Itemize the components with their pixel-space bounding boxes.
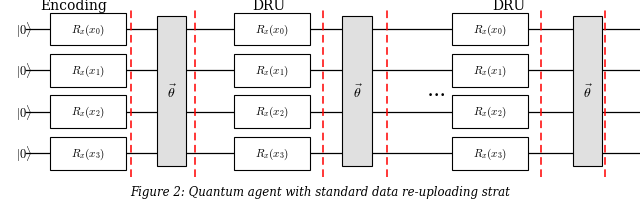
Text: $|0\rangle$: $|0\rangle$ [16,20,33,40]
Text: $\vec{\theta}$: $\vec{\theta}$ [353,83,362,100]
Text: $|0\rangle$: $|0\rangle$ [16,61,33,81]
Text: $R_x(x_{2})$: $R_x(x_{2})$ [71,105,106,120]
Text: $|0\rangle$: $|0\rangle$ [16,102,33,122]
Text: $R_x(x_{2})$: $R_x(x_{2})$ [255,105,289,120]
Text: $\vec{\theta}$: $\vec{\theta}$ [583,83,592,100]
FancyBboxPatch shape [234,137,310,170]
FancyBboxPatch shape [573,17,602,166]
Text: Figure 2: Quantum agent with standard data re-uploading strat: Figure 2: Quantum agent with standard da… [130,185,510,198]
Text: DRU: DRU [252,0,285,13]
FancyBboxPatch shape [51,14,127,46]
FancyBboxPatch shape [51,137,127,170]
FancyBboxPatch shape [234,55,310,87]
FancyBboxPatch shape [234,14,310,46]
Text: $R_x(x_{1})$: $R_x(x_{1})$ [255,63,289,79]
Text: $R_x(x_{3})$: $R_x(x_{3})$ [472,146,507,161]
Text: $R_x(x_{0})$: $R_x(x_{0})$ [255,22,289,37]
Text: $R_x(x_{0})$: $R_x(x_{0})$ [472,22,507,37]
FancyBboxPatch shape [51,96,127,129]
FancyBboxPatch shape [452,14,528,46]
Text: $|0\rangle$: $|0\rangle$ [16,144,33,163]
Text: Encoding: Encoding [40,0,107,13]
FancyBboxPatch shape [51,55,127,87]
Text: $\cdots$: $\cdots$ [426,82,445,101]
FancyBboxPatch shape [234,96,310,129]
Text: $R_x(x_{3})$: $R_x(x_{3})$ [71,146,106,161]
Text: DRU: DRU [492,0,525,13]
FancyBboxPatch shape [452,96,528,129]
Text: $R_x(x_{1})$: $R_x(x_{1})$ [472,63,507,79]
Text: $R_x(x_{1})$: $R_x(x_{1})$ [71,63,106,79]
FancyBboxPatch shape [452,137,528,170]
FancyBboxPatch shape [342,17,372,166]
Text: $R_x(x_{3})$: $R_x(x_{3})$ [255,146,289,161]
Text: $R_x(x_{0})$: $R_x(x_{0})$ [71,22,106,37]
FancyBboxPatch shape [452,55,528,87]
FancyBboxPatch shape [157,17,186,166]
Text: $\vec{\theta}$: $\vec{\theta}$ [167,83,176,100]
Text: $R_x(x_{2})$: $R_x(x_{2})$ [472,105,507,120]
